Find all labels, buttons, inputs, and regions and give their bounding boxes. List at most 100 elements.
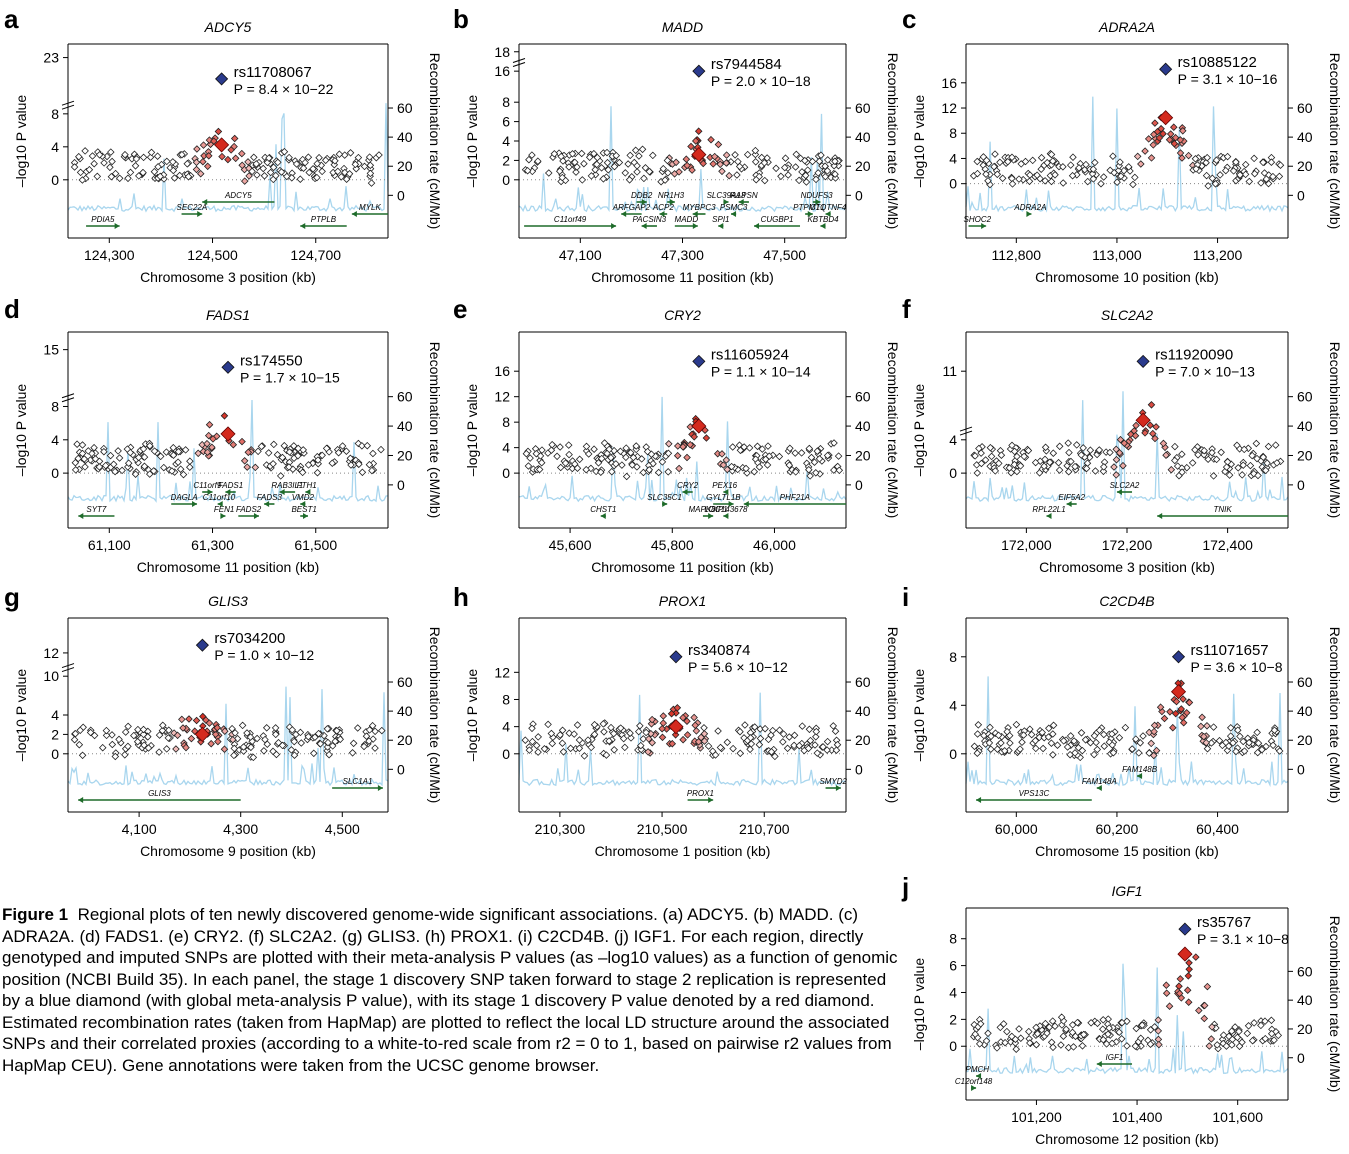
snp-point <box>1185 959 1193 967</box>
y-tick-label: 8 <box>949 931 957 947</box>
snp-point <box>565 163 573 171</box>
snp-point <box>987 745 995 753</box>
snp-point <box>1047 150 1056 159</box>
snp-point <box>211 730 220 739</box>
snp-point <box>1155 134 1164 142</box>
gene-arrowhead <box>1116 489 1122 495</box>
snp-point <box>1152 423 1160 431</box>
gene-label: FAM148B <box>1122 765 1158 774</box>
snp-point <box>1049 751 1057 759</box>
snp-point <box>556 443 564 451</box>
snp-point <box>767 731 775 739</box>
snp-point <box>1075 164 1083 172</box>
snp-point <box>140 453 149 461</box>
y2-axis-label: Recombination rate (cM/Mb) <box>427 53 443 230</box>
snp-point <box>1254 471 1262 480</box>
snp-point <box>196 169 205 178</box>
snp-point <box>548 739 557 748</box>
snp-point <box>1228 1041 1236 1049</box>
snp-point <box>147 148 156 157</box>
snp-point <box>1112 455 1121 464</box>
y2-tick-label: 20 <box>397 732 413 748</box>
snp-point <box>779 738 787 746</box>
snp-point <box>170 174 179 182</box>
snp-point <box>594 459 603 467</box>
snp-point <box>736 446 745 455</box>
snp-point <box>260 747 268 755</box>
snp-point <box>81 147 89 155</box>
snp-point <box>172 745 180 753</box>
snp-point <box>1047 739 1056 747</box>
snp-point <box>1138 1021 1146 1029</box>
snp-point <box>280 147 289 156</box>
snp-point <box>750 467 759 476</box>
snp-point <box>582 465 590 474</box>
y-axis-label: –log10 P value <box>13 384 29 477</box>
snp-point <box>1086 446 1095 454</box>
snp-point <box>288 174 296 182</box>
snp-point <box>823 746 831 754</box>
snp-point <box>229 440 238 449</box>
snp-point <box>1000 747 1009 755</box>
snp-point <box>784 171 792 179</box>
snp-point <box>1211 180 1220 188</box>
snp-point <box>805 465 813 474</box>
gene-track: RPL22L1 EIF5A2 SLC2A2 TNIK <box>1032 481 1288 519</box>
snp-point <box>175 171 184 180</box>
snp-point <box>973 730 982 738</box>
y2-tick-label: 60 <box>855 389 871 405</box>
snp-point <box>997 451 1006 459</box>
snp-point <box>314 456 322 464</box>
snp-point <box>239 743 248 751</box>
snp-point <box>763 461 772 469</box>
snp-point <box>1087 1019 1095 1027</box>
snp-point <box>1203 982 1212 991</box>
snp-point <box>725 171 733 180</box>
y2-tick-label: 40 <box>1297 703 1313 719</box>
snp-point <box>1240 445 1249 454</box>
snp-point <box>1231 1023 1239 1031</box>
snp-point <box>1067 457 1075 466</box>
snp-point <box>1213 1041 1221 1049</box>
snp-point <box>785 461 794 469</box>
snp-point <box>1010 447 1019 456</box>
snp-point <box>547 446 556 454</box>
x-tick-label: 172,000 <box>1001 537 1052 553</box>
snp-point <box>155 731 164 739</box>
snp-point <box>1099 173 1108 181</box>
panel-letter: a <box>4 4 19 34</box>
snp-points <box>969 113 1285 190</box>
snp-label: rs174550 <box>240 352 303 369</box>
snp-point <box>158 726 167 735</box>
snp-point <box>1244 444 1253 453</box>
snp-point <box>1001 1038 1009 1047</box>
snp-point <box>363 441 372 450</box>
gene-arrowhead <box>692 211 698 217</box>
gene-label: RPL22L1 <box>1032 505 1065 514</box>
snp-point <box>360 162 369 171</box>
y-tick-label: 8 <box>51 398 59 414</box>
snp-point <box>333 727 341 735</box>
axis-break <box>959 426 973 436</box>
snp-point <box>213 723 222 732</box>
snp-point <box>301 158 309 167</box>
snp-point <box>783 744 792 753</box>
snp-point <box>587 743 596 752</box>
snp-point <box>274 158 282 167</box>
y-tick-label: 8 <box>949 125 957 141</box>
snp-point <box>605 737 613 745</box>
snp-point <box>1115 733 1124 742</box>
snp-point <box>78 176 87 184</box>
snp-point <box>260 172 269 180</box>
snp-point <box>1089 175 1098 183</box>
gene-arrowhead <box>351 211 357 217</box>
y2-tick-label: 40 <box>855 129 871 145</box>
y-tick-label: 23 <box>43 50 59 66</box>
snp-point <box>1155 1040 1163 1049</box>
snp-point <box>146 153 155 161</box>
snp-point <box>670 170 679 178</box>
recombination-line <box>965 96 1289 213</box>
snp-point <box>1132 1024 1141 1033</box>
snp-point <box>624 160 632 168</box>
snp-point <box>823 737 832 746</box>
